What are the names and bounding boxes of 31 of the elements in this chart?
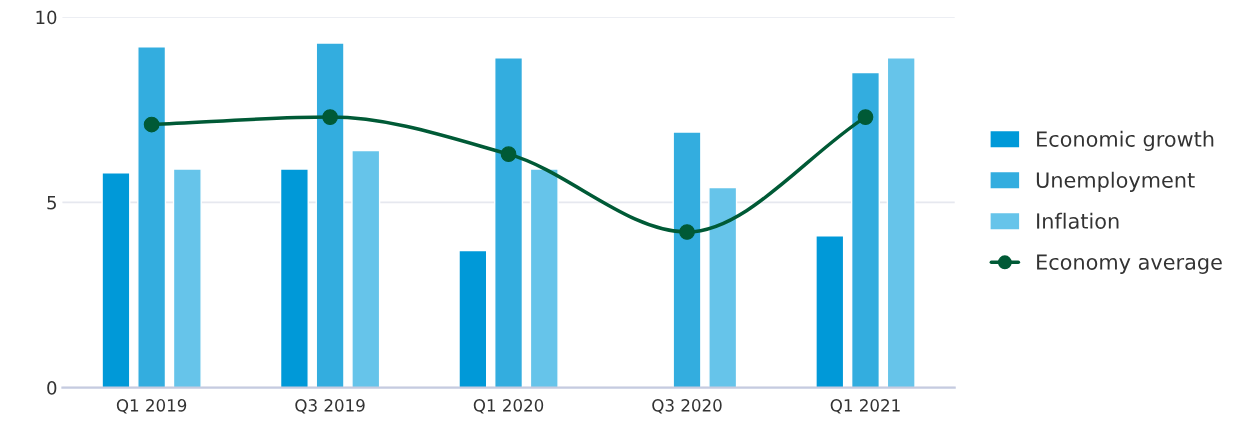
bar [708, 186, 738, 388]
bar [529, 168, 559, 388]
bar [850, 71, 881, 388]
point [857, 109, 874, 125]
legend-label: Unemployment [1036, 171, 1195, 192]
x-tick-label: Q3 2019 [295, 399, 365, 414]
x-tick-label: Q3 2020 [652, 399, 722, 414]
legend-label: Economy average [1037, 254, 1222, 274]
point [679, 224, 695, 240]
point [322, 109, 338, 125]
bar [101, 172, 131, 388]
y-tick-label: 0 [47, 381, 57, 395]
bar [315, 42, 345, 388]
y-tick-label: 5 [47, 196, 56, 210]
bar [886, 57, 916, 388]
legend-label: Inflation [1037, 212, 1119, 229]
bar [458, 249, 488, 388]
bar [279, 168, 309, 388]
bar [494, 57, 524, 388]
x-tick-label: Q1 2021 [830, 399, 900, 414]
x-tick-label: Q1 2019 [116, 399, 187, 414]
bar [672, 131, 702, 388]
legend-label: Economic growth [1037, 130, 1214, 151]
point [143, 116, 160, 133]
x-tick-label: Q1 2020 [473, 399, 544, 414]
bar [815, 235, 845, 388]
bar [351, 149, 381, 388]
bar [172, 168, 202, 388]
bar [137, 45, 167, 388]
y-tick-label: 10 [36, 10, 57, 25]
point [500, 146, 517, 163]
